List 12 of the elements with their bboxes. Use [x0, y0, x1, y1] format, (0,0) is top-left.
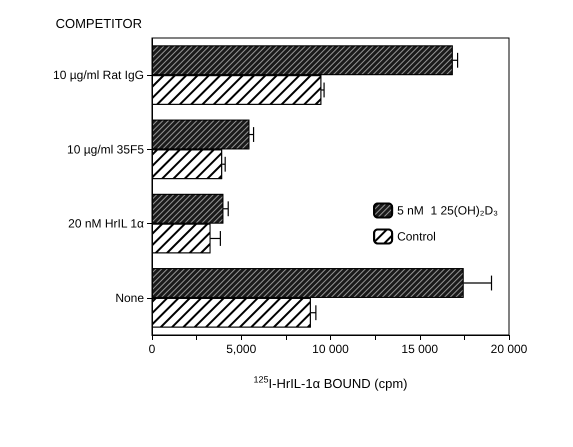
legend-label: 5 nM 1 25(OH)₂D₃ [397, 204, 498, 218]
x-tick-label: 15 000 [401, 342, 438, 356]
y-tick-label: 10 µg/ml 35F5 [67, 142, 144, 156]
y-axis-title: COMPETITOR [56, 16, 142, 31]
y-tick-label: None [115, 290, 144, 305]
x-tick-label: 20 000 [490, 342, 528, 356]
x-tick-label: 5,000 [226, 342, 257, 356]
y-tick-label: 20 nM HrIL 1α [68, 216, 144, 231]
y-tick-label: 10 µg/ml Rat IgG [53, 68, 144, 82]
x-tick-label: 0 [148, 342, 156, 356]
x-tick-label: 10 000 [312, 342, 350, 356]
legend-label: Control [397, 230, 436, 244]
